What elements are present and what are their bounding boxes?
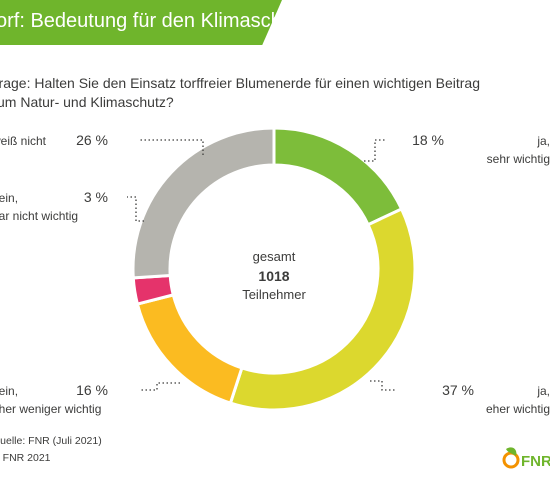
- slice-category-label: gar nicht wichtig: [0, 209, 78, 223]
- slice-value-label: 3 %: [84, 189, 108, 205]
- label-connector: [138, 139, 204, 155]
- label-connector: [127, 196, 144, 222]
- slice-value-label: 18 %: [412, 132, 444, 148]
- slice-category-label: nein,: [0, 384, 18, 398]
- label-connector: [139, 382, 180, 391]
- center-label-gesamt: gesamt: [253, 249, 296, 264]
- donut-slice: [135, 293, 244, 405]
- label-connectors: [127, 139, 395, 391]
- slice-category-label: eher weniger wichtig: [0, 402, 101, 416]
- donut-slice: [228, 206, 417, 412]
- donut-slice: [272, 126, 404, 227]
- slice-category-label: eher wichtig: [486, 402, 550, 416]
- survey-question: Frage: Halten Sie den Einsatz torffreier…: [0, 74, 510, 112]
- fnr-logo: FNR: [502, 447, 550, 470]
- slice-value-label: 26 %: [76, 132, 108, 148]
- copyright-note: © FNR 2021: [0, 452, 51, 464]
- donut-slice: [131, 126, 276, 280]
- slice-labels: 18 % ja, sehr wichtig 37 % ja, eher wichtig 16…: [0, 132, 550, 416]
- page-title: Torf: Bedeutung für den Klimaschutz: [0, 10, 309, 32]
- slice-category-label: nein,: [0, 191, 18, 205]
- logo-text: FNR: [521, 453, 550, 470]
- question-line-1: Frage: Halten Sie den Einsatz torffreier…: [0, 75, 481, 91]
- question-line-2: zum Natur- und Klimaschutz?: [0, 94, 174, 110]
- slice-value-label: 16 %: [76, 382, 108, 398]
- slice-category-label: weiß nicht: [0, 134, 47, 148]
- logo-leaf: [506, 447, 517, 456]
- donut-slices: [131, 126, 417, 412]
- slice-category-label: ja,: [536, 134, 550, 148]
- title-banner: [0, 0, 282, 45]
- source-note: Quelle: FNR (Juli 2021): [0, 435, 102, 447]
- slice-category-label: ja,: [536, 384, 550, 398]
- slice-category-label: sehr wichtig: [487, 152, 550, 166]
- center-label-count: 1018: [258, 268, 289, 284]
- label-connector: [370, 380, 395, 391]
- slice-value-label: 37 %: [442, 382, 474, 398]
- center-label-teilnehmer: Teilnehmer: [242, 287, 306, 302]
- label-connector: [364, 139, 386, 162]
